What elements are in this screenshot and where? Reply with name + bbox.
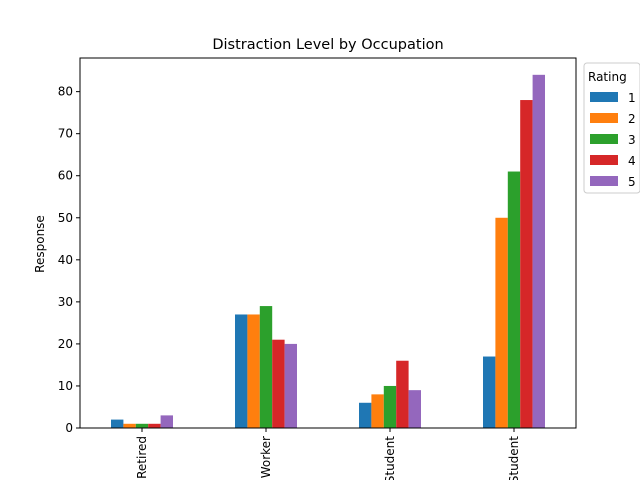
bar-series-1-cat-0	[111, 419, 124, 428]
bar-series-2-cat-3	[495, 217, 508, 428]
y-tick-label: 40	[58, 253, 73, 267]
y-tick-label: 30	[58, 295, 73, 309]
bar-series-4-cat-1	[272, 339, 285, 428]
plot-frame	[79, 57, 577, 429]
bar-series-2-cat-0	[123, 423, 136, 428]
y-tick-label: 50	[58, 211, 73, 225]
bar-series-3-cat-0	[135, 423, 149, 428]
y-tick-label: 70	[58, 127, 73, 141]
bar-series-4-cat-0	[148, 423, 161, 428]
x-tick-label: Student	[383, 436, 397, 480]
bar-series-3-cat-3	[507, 171, 521, 429]
legend-title: Rating	[588, 70, 627, 84]
chart-title: Distraction Level by Occupation	[212, 37, 443, 53]
y-tick-label: 20	[58, 337, 73, 351]
bar-series-4-cat-2	[396, 360, 409, 428]
y-axis-label: Response	[33, 215, 47, 273]
bar-series-5-cat-1	[284, 343, 297, 428]
bar-series-2-cat-1	[247, 314, 260, 428]
legend-swatch-1	[590, 92, 618, 102]
legend-swatch-2	[590, 113, 618, 123]
bar-series-5-cat-2	[408, 390, 421, 428]
y-tick-label: 0	[65, 421, 73, 435]
legend-label-4: 4	[628, 154, 636, 168]
bar-series-5-cat-3	[532, 74, 545, 429]
bar-series-4-cat-3	[520, 100, 533, 428]
legend-label-2: 2	[628, 112, 636, 126]
legend-swatch-5	[590, 176, 618, 186]
bar-series-1-cat-1	[235, 314, 248, 428]
x-axis: Retired Worker Student Student	[135, 428, 521, 480]
bar-series-5-cat-0	[160, 415, 173, 428]
bars	[111, 74, 545, 429]
y-tick-label: 80	[58, 85, 73, 99]
legend-label-5: 5	[628, 175, 636, 189]
bar-series-2-cat-2	[371, 394, 384, 428]
legend-label-3: 3	[628, 133, 636, 147]
legend-items: 1 2 3 4 5	[590, 91, 636, 189]
y-tick-label: 10	[58, 379, 73, 393]
bar-series-1-cat-3	[483, 356, 496, 428]
legend-swatch-4	[590, 155, 618, 165]
x-tick-label: Worker	[259, 436, 273, 478]
bar-series-3-cat-2	[383, 385, 397, 428]
x-tick-label: Student	[507, 436, 521, 480]
y-axis: 0 10 20 30 40 50 60 70 80	[58, 85, 80, 435]
bar-series-1-cat-2	[359, 402, 372, 428]
y-tick-label: 60	[58, 169, 73, 183]
x-tick-label: Retired	[135, 436, 149, 479]
legend-label-1: 1	[628, 91, 636, 105]
legend: Rating 1 2 3 4 5	[583, 62, 640, 194]
bar-series-3-cat-1	[259, 306, 273, 428]
legend-swatch-3	[590, 134, 618, 144]
